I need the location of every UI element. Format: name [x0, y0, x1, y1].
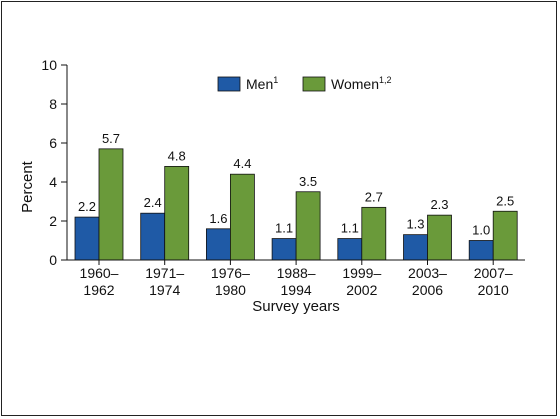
y-tick-label: 8	[49, 96, 57, 112]
bars: 2.2 5.7 2.4 4.8 1.6 4.4 1.1 3.5 1.1 2.7 1.3 2.3 1.0 2…	[74, 131, 518, 261]
y-axis-label: Percent	[19, 160, 36, 213]
bar-men	[74, 216, 100, 261]
data-label-men: 1.0	[472, 223, 490, 238]
y-tick-label: 10	[41, 57, 57, 73]
data-label-men: 2.2	[78, 199, 96, 214]
y-tick-label: 6	[49, 135, 57, 151]
legend-swatch-men	[217, 76, 241, 92]
data-label-men: 1.3	[406, 217, 424, 232]
x-tick-label: 1999–	[342, 265, 381, 281]
y-tick-label: 0	[49, 252, 57, 268]
y-axis: 0 2 4 6 8 10	[41, 57, 68, 268]
bar-men	[205, 228, 231, 261]
bar-women	[361, 206, 387, 261]
x-axis: 1960–1962 1971–1974 1976–1980 1988–1994 1999…	[67, 259, 525, 298]
legend-label-women: Women1,2	[331, 75, 392, 92]
y-tick-label: 4	[49, 174, 57, 190]
data-label-women: 5.7	[102, 131, 120, 146]
x-tick-label: 1980	[215, 282, 246, 298]
bar-women	[164, 165, 190, 261]
legend-label-men: Men1	[246, 75, 278, 92]
legend-footnote-marker: 1,2	[379, 75, 392, 85]
bar-men	[140, 212, 166, 261]
data-label-women: 2.5	[496, 193, 514, 208]
bar-women	[492, 210, 518, 261]
x-tick-label: 1960–	[80, 265, 119, 281]
legend-swatch-women	[302, 76, 326, 92]
bar-women	[229, 173, 255, 261]
x-tick-label: 1994	[281, 282, 312, 298]
data-label-men: 1.1	[275, 221, 293, 236]
x-tick-label: 1988–	[277, 265, 316, 281]
bar-women	[427, 214, 452, 261]
data-label-women: 2.7	[365, 189, 383, 204]
bar-women	[295, 191, 321, 261]
data-label-men: 1.6	[209, 211, 227, 226]
data-label-women: 4.8	[168, 148, 186, 163]
data-label-women: 4.4	[233, 156, 251, 171]
data-label-men: 2.4	[144, 195, 162, 210]
bar-women	[98, 148, 124, 261]
data-label-men: 1.1	[341, 221, 359, 236]
x-tick-label: 2003–	[408, 265, 447, 281]
legend-footnote-marker: 1	[273, 75, 278, 85]
x-tick-label: 1976–	[211, 265, 250, 281]
x-tick-label: 1974	[149, 282, 180, 298]
x-tick-label: 2007–	[474, 265, 513, 281]
x-tick-label: 2002	[346, 282, 377, 298]
x-axis-label: Survey years	[252, 298, 340, 315]
legend: Men1 Women1,2	[217, 75, 392, 92]
y-tick-label: 2	[49, 213, 57, 229]
x-tick-label: 2010	[478, 282, 509, 298]
bar-men	[271, 238, 297, 261]
bar-men	[337, 238, 363, 261]
x-tick-label: 1962	[83, 282, 114, 298]
bar-men	[403, 234, 428, 261]
data-label-women: 3.5	[299, 174, 317, 189]
data-label-women: 2.3	[430, 197, 448, 212]
x-tick-label: 2006	[412, 282, 443, 298]
x-tick-label: 1971–	[145, 265, 184, 281]
bar-men	[468, 240, 494, 261]
